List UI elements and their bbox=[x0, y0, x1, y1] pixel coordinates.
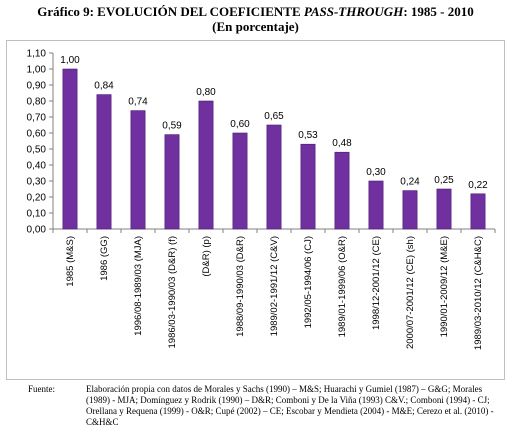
data-label: 0,59 bbox=[162, 121, 182, 132]
data-label: 0,22 bbox=[468, 180, 488, 191]
bar bbox=[62, 68, 78, 230]
bar bbox=[334, 151, 350, 230]
category-label: 1992/05-1994/06 (CJ) bbox=[303, 236, 314, 328]
source-text: Elaboración propia con datos de Morales … bbox=[86, 384, 494, 427]
y-tick-label: 0,40 bbox=[27, 161, 47, 172]
bar-chart: 0,00 0,10 0,20 0,30 0,40 0,50 0,60 0,70 0,80 0,90… bbox=[27, 49, 496, 350]
category-label: 1988/09-1990/03 (D&R) bbox=[235, 236, 246, 337]
data-label: 0,65 bbox=[264, 111, 284, 122]
y-tick-label: 0,70 bbox=[27, 113, 47, 124]
category-label: 1989/03-2010/12 (C&H&C) bbox=[473, 236, 484, 350]
bar bbox=[470, 193, 486, 230]
category-label: (D&R) (p) bbox=[201, 236, 212, 277]
bar bbox=[368, 180, 384, 230]
y-tick-label: 0,30 bbox=[27, 177, 47, 188]
data-label: 0,30 bbox=[366, 167, 386, 178]
data-label: 0,84 bbox=[94, 81, 114, 92]
y-tick-label: 1,10 bbox=[27, 49, 47, 60]
chart-area: 0,00 0,10 0,20 0,30 0,40 0,50 0,60 0,70 0,80 0,90… bbox=[6, 40, 505, 380]
y-tick-label: 0,90 bbox=[27, 81, 47, 92]
bar bbox=[130, 110, 146, 230]
title-main: EVOLUCIÓN DEL COEFICIENTE bbox=[97, 4, 301, 19]
y-tick-label: 0,00 bbox=[27, 225, 47, 236]
title-line: Gráfico 9: EVOLUCIÓN DEL COEFICIENTE PAS… bbox=[0, 4, 511, 19]
y-tick-label: 0,80 bbox=[27, 97, 47, 108]
bar bbox=[266, 124, 282, 230]
bar bbox=[164, 134, 180, 230]
data-label: 0,60 bbox=[230, 119, 250, 130]
y-tick-label: 0,60 bbox=[27, 129, 47, 140]
data-label: 0,53 bbox=[298, 130, 318, 141]
chart-title: Gráfico 9: EVOLUCIÓN DEL COEFICIENTE PAS… bbox=[0, 4, 511, 34]
data-label: 0,25 bbox=[434, 175, 454, 186]
data-label: 0,80 bbox=[196, 87, 216, 98]
bar bbox=[436, 188, 452, 230]
chart-subtitle: (En porcentaje) bbox=[212, 19, 299, 34]
category-label: 2000/07-2001/12 (CE) (sh) bbox=[405, 236, 416, 349]
data-label: 0,74 bbox=[128, 97, 148, 108]
data-label: 0,24 bbox=[400, 177, 420, 188]
title-prefix: Gráfico 9: bbox=[37, 4, 94, 19]
category-label: 1989/01-1999/06 (O&R) bbox=[337, 236, 348, 337]
title-italic: PASS-THROUGH bbox=[303, 4, 404, 19]
bar bbox=[96, 94, 112, 230]
category-label: 1985 (M&S) bbox=[65, 236, 76, 287]
y-tick-label: 1,00 bbox=[27, 65, 47, 76]
y-tick-label: 0,50 bbox=[27, 145, 47, 156]
bar bbox=[402, 190, 418, 230]
data-label: 1,00 bbox=[60, 55, 80, 66]
y-tick-label: 0,10 bbox=[27, 209, 47, 220]
category-label: 1986/03-1990/03 (D&R) (f) bbox=[167, 236, 178, 348]
category-label: 1998/12-2001/12 (CE) bbox=[371, 236, 382, 330]
source-label: Fuente: bbox=[28, 384, 55, 394]
bar bbox=[232, 132, 248, 230]
category-label: 1989/02-1991/12 (C&V) bbox=[269, 236, 280, 336]
bar bbox=[300, 143, 316, 230]
category-label: 1990/01-2009/12 (M&E) bbox=[439, 236, 450, 337]
title-suffix: : 1985 - 2010 bbox=[403, 4, 474, 19]
bar bbox=[198, 100, 214, 230]
y-tick-label: 0,20 bbox=[27, 193, 47, 204]
data-label: 0,48 bbox=[332, 138, 352, 149]
category-label: 1996/08-1989/03 (MJA) bbox=[133, 236, 144, 336]
category-label: 1986 (GG) bbox=[99, 236, 110, 281]
